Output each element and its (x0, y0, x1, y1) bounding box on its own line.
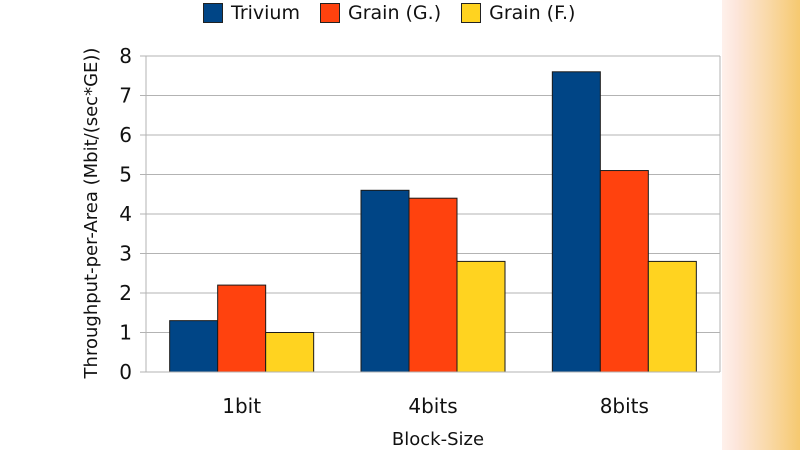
legend-label-grain-g: Grain (G.) (347, 2, 442, 24)
y-tick-label: 5 (119, 163, 132, 187)
bar-grain-g-4bits (408, 197, 458, 373)
legend-label-grain-f: Grain (F.) (489, 2, 576, 24)
y-tick-label: 7 (119, 84, 132, 108)
y-axis-label: Throughput-per-Area (Mbit/(sec*GE)) (81, 48, 102, 380)
bar-trivium-8bits (551, 71, 601, 373)
x-tick-label: 4bits (408, 394, 457, 418)
bar-grain-g-1bit (217, 284, 267, 373)
y-tick-label: 6 (119, 123, 132, 147)
legend-swatch-grain-g (319, 3, 340, 23)
bars (169, 71, 697, 373)
y-tick-label: 2 (119, 281, 132, 305)
y-tick-label: 0 (119, 360, 132, 384)
legend-item-trivium: Trivium (203, 2, 300, 24)
x-tick-labels: 1bit 4bits 8bits (222, 394, 649, 418)
bar-chart: 0 1 2 3 4 5 6 7 8 1bit 4bits 8bits Block-Size Thro… (81, 44, 721, 450)
y-tick-label: 8 (119, 44, 132, 68)
x-tick-label: 1bit (222, 394, 261, 418)
y-tick-labels: 0 1 2 3 4 5 6 7 8 (119, 44, 146, 384)
legend-item-grain-f: Grain (F.) (461, 2, 575, 24)
x-axis-label: Block-Size (392, 429, 484, 450)
legend-label-trivium: Trivium (231, 2, 300, 24)
bar-grain-f-4bits (456, 260, 506, 373)
y-tick-label: 3 (119, 242, 132, 266)
bar-grain-g-8bits (599, 170, 649, 373)
y-tick-label: 4 (119, 202, 132, 226)
bar-trivium-4bits (360, 189, 410, 373)
legend-swatch-trivium (203, 3, 223, 23)
x-tick-label: 8bits (600, 394, 649, 418)
chart-panel: Trivium Grain (G.) Grain (F.) 0 1 2 3 4 5 6 7 8 … (81, 2, 721, 450)
bar-grain-f-1bit (265, 332, 315, 373)
bar-trivium-1bit (169, 320, 219, 373)
legend-item-grain-g: Grain (G.) (319, 2, 442, 24)
bar-grain-f-8bits (647, 260, 697, 373)
y-tick-label: 1 (119, 321, 132, 345)
legend-swatch-grain-f (461, 3, 482, 23)
legend: Trivium Grain (G.) Grain (F.) (203, 2, 575, 24)
